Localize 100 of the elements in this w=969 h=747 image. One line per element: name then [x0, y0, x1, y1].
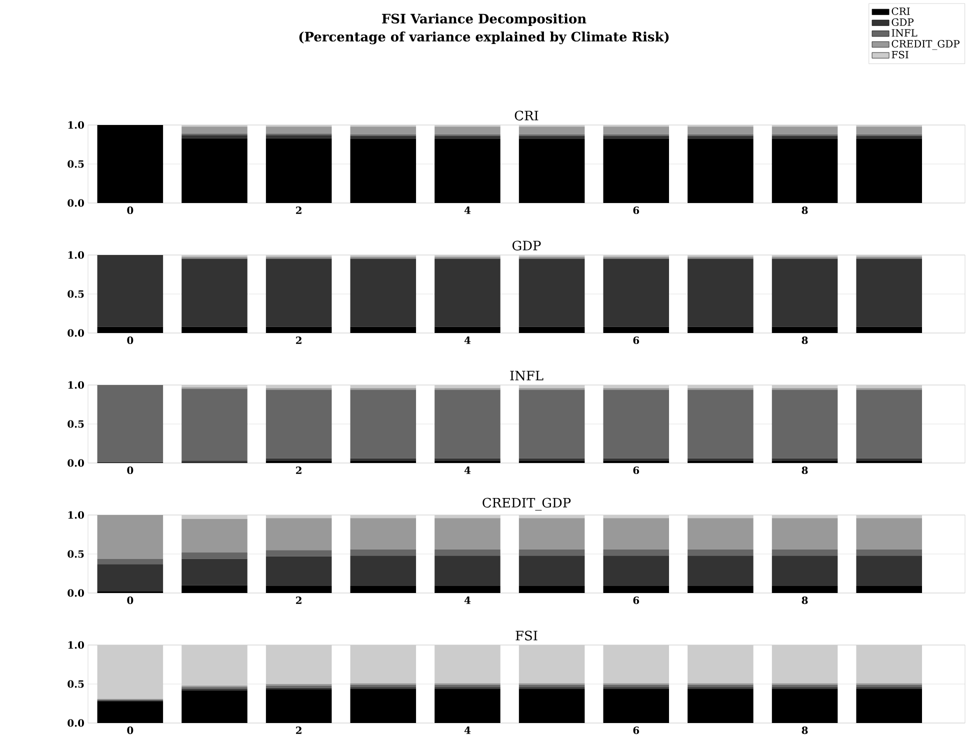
bar [266, 556, 332, 586]
x-tick-label: 8 [802, 726, 808, 734]
bar [603, 326, 670, 334]
bar [856, 556, 922, 586]
bar [772, 139, 838, 204]
bar [350, 549, 416, 556]
x-tick-label: 8 [802, 206, 808, 214]
y-tick-label: 1.0 [68, 641, 84, 649]
bar [688, 136, 754, 140]
y-tick-label: 0.5 [68, 160, 84, 168]
bar [97, 125, 164, 204]
bar [97, 564, 164, 592]
x-tick-label: 0 [127, 336, 134, 344]
bar [266, 326, 332, 334]
bar [603, 586, 670, 594]
bar [772, 390, 838, 458]
bar [97, 326, 164, 334]
x-tick-label: 6 [633, 726, 640, 734]
bar [350, 139, 416, 204]
bar [856, 126, 922, 134]
y-tick-label: 1.0 [68, 511, 84, 519]
bar [350, 136, 416, 140]
text: (Percentage of variance explained by Climate Risk) [299, 32, 669, 44]
bar [688, 258, 754, 327]
x-tick-label: 4 [464, 206, 471, 214]
x-tick-label: 8 [802, 336, 808, 344]
bar [266, 258, 332, 327]
bar [688, 139, 754, 204]
bar [97, 701, 164, 724]
bar [434, 518, 500, 550]
bar [688, 390, 754, 458]
bar [772, 518, 838, 550]
bar [266, 390, 332, 458]
y-tick-label: 0.0 [68, 329, 84, 337]
bar [182, 558, 248, 586]
bar [856, 549, 922, 556]
chart-title: CRI [514, 110, 538, 120]
y-tick-label: 1.0 [68, 381, 84, 389]
chart-title: INFL [510, 370, 544, 380]
y-tick-label: 1.0 [68, 251, 84, 259]
bar [266, 135, 332, 138]
bar [772, 136, 838, 140]
y-tick-label: 0.5 [68, 420, 84, 428]
bar [518, 549, 585, 556]
bar [350, 688, 416, 724]
bar [182, 388, 248, 461]
x-tick-label: 2 [296, 596, 302, 604]
bar [182, 326, 248, 334]
bar [182, 690, 248, 724]
legend-label: INFL [892, 29, 918, 37]
bar [688, 460, 754, 464]
bar [182, 138, 248, 204]
bar [350, 258, 416, 327]
bar [856, 258, 922, 327]
bar [97, 558, 164, 564]
chart-title: CREDIT_GDP [482, 498, 571, 510]
x-tick-label: 6 [633, 466, 640, 474]
bar [182, 552, 248, 559]
bar [688, 688, 754, 724]
x-tick-label: 4 [464, 336, 471, 344]
y-tick-label: 0.0 [68, 719, 84, 727]
x-tick-label: 4 [464, 466, 471, 474]
x-tick-label: 6 [633, 336, 640, 344]
bar [688, 326, 754, 334]
x-tick-label: 0 [127, 726, 134, 734]
bar [518, 556, 585, 586]
bar [518, 126, 585, 134]
y-tick-label: 0.5 [68, 290, 84, 298]
bar [266, 138, 332, 204]
bar [518, 139, 585, 204]
bar [856, 390, 922, 458]
x-tick-label: 2 [296, 726, 302, 734]
text: FSI Variance Decomposition [382, 14, 586, 26]
bar [97, 255, 164, 327]
bar [434, 136, 500, 140]
bar [603, 126, 670, 134]
bar [603, 390, 670, 458]
bar [518, 460, 585, 464]
bar [266, 460, 332, 464]
legend-label: GDP [892, 18, 914, 26]
bar [182, 258, 248, 327]
bar [350, 518, 416, 550]
bar [434, 556, 500, 586]
bar [856, 460, 922, 464]
y-tick-label: 0.0 [68, 459, 84, 467]
bar [266, 518, 332, 550]
x-tick-label: 2 [296, 466, 302, 474]
bar [350, 390, 416, 458]
x-tick-label: 2 [296, 206, 302, 214]
bar [772, 460, 838, 464]
bar [434, 586, 500, 594]
bar [772, 586, 838, 594]
bar [518, 136, 585, 140]
bar [97, 385, 164, 462]
bar [434, 326, 500, 334]
bar [856, 326, 922, 334]
bar [266, 550, 332, 556]
x-tick-label: 0 [127, 206, 134, 214]
bar [518, 326, 585, 334]
bar [688, 126, 754, 134]
